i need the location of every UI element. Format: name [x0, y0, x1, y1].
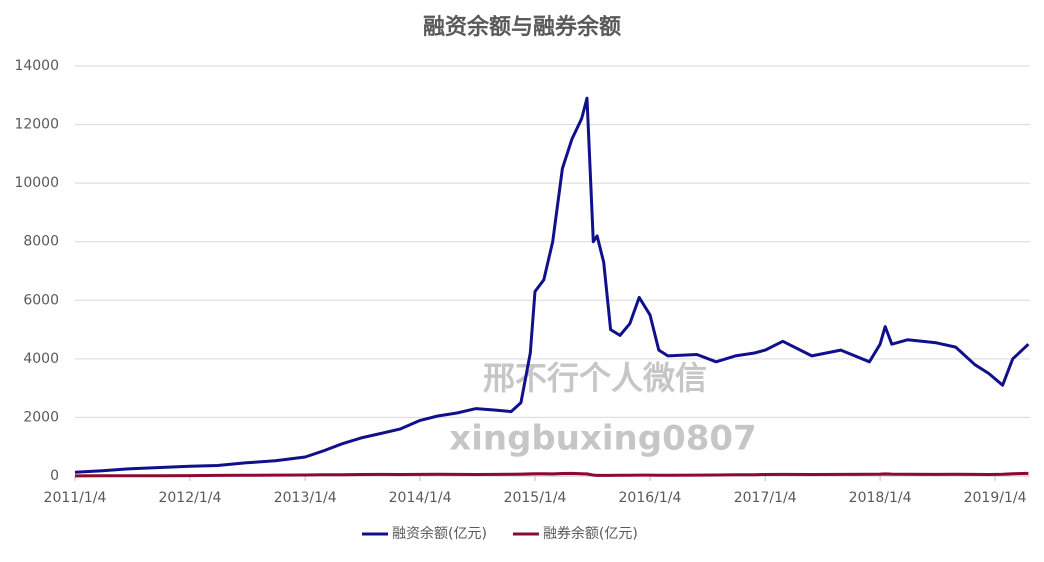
- chart-title: 融资余额与融券余额: [423, 14, 621, 40]
- legend-label: 融资余额(亿元): [392, 525, 487, 542]
- y-tick-label: 2000: [23, 409, 59, 425]
- x-tick-label: 2016/1/4: [619, 490, 682, 506]
- x-tick-label: 2014/1/4: [389, 490, 452, 506]
- y-tick-label: 8000: [23, 234, 59, 250]
- y-tick-label: 4000: [23, 351, 59, 367]
- y-tick-label: 10000: [14, 175, 59, 191]
- x-tick-label: 2011/1/4: [44, 490, 107, 506]
- x-tick-label: 2015/1/4: [504, 490, 567, 506]
- x-tick-label: 2013/1/4: [274, 490, 337, 506]
- watermark: xingbuxing0807: [449, 419, 756, 459]
- watermark: 邢不行个人微信: [483, 359, 707, 397]
- legend-label: 融券余额(亿元): [543, 525, 638, 542]
- y-tick-label: 14000: [14, 58, 59, 74]
- x-tick-label: 2018/1/4: [849, 490, 912, 506]
- x-tick-label: 2019/1/4: [964, 490, 1027, 506]
- x-tick-label: 2012/1/4: [158, 490, 221, 506]
- y-tick-label: 0: [50, 468, 59, 484]
- y-tick-label: 12000: [14, 117, 59, 133]
- y-tick-label: 6000: [23, 292, 59, 308]
- series-line: [74, 96, 1030, 474]
- series-line: [74, 471, 1029, 478]
- x-tick-label: 2017/1/4: [734, 490, 797, 506]
